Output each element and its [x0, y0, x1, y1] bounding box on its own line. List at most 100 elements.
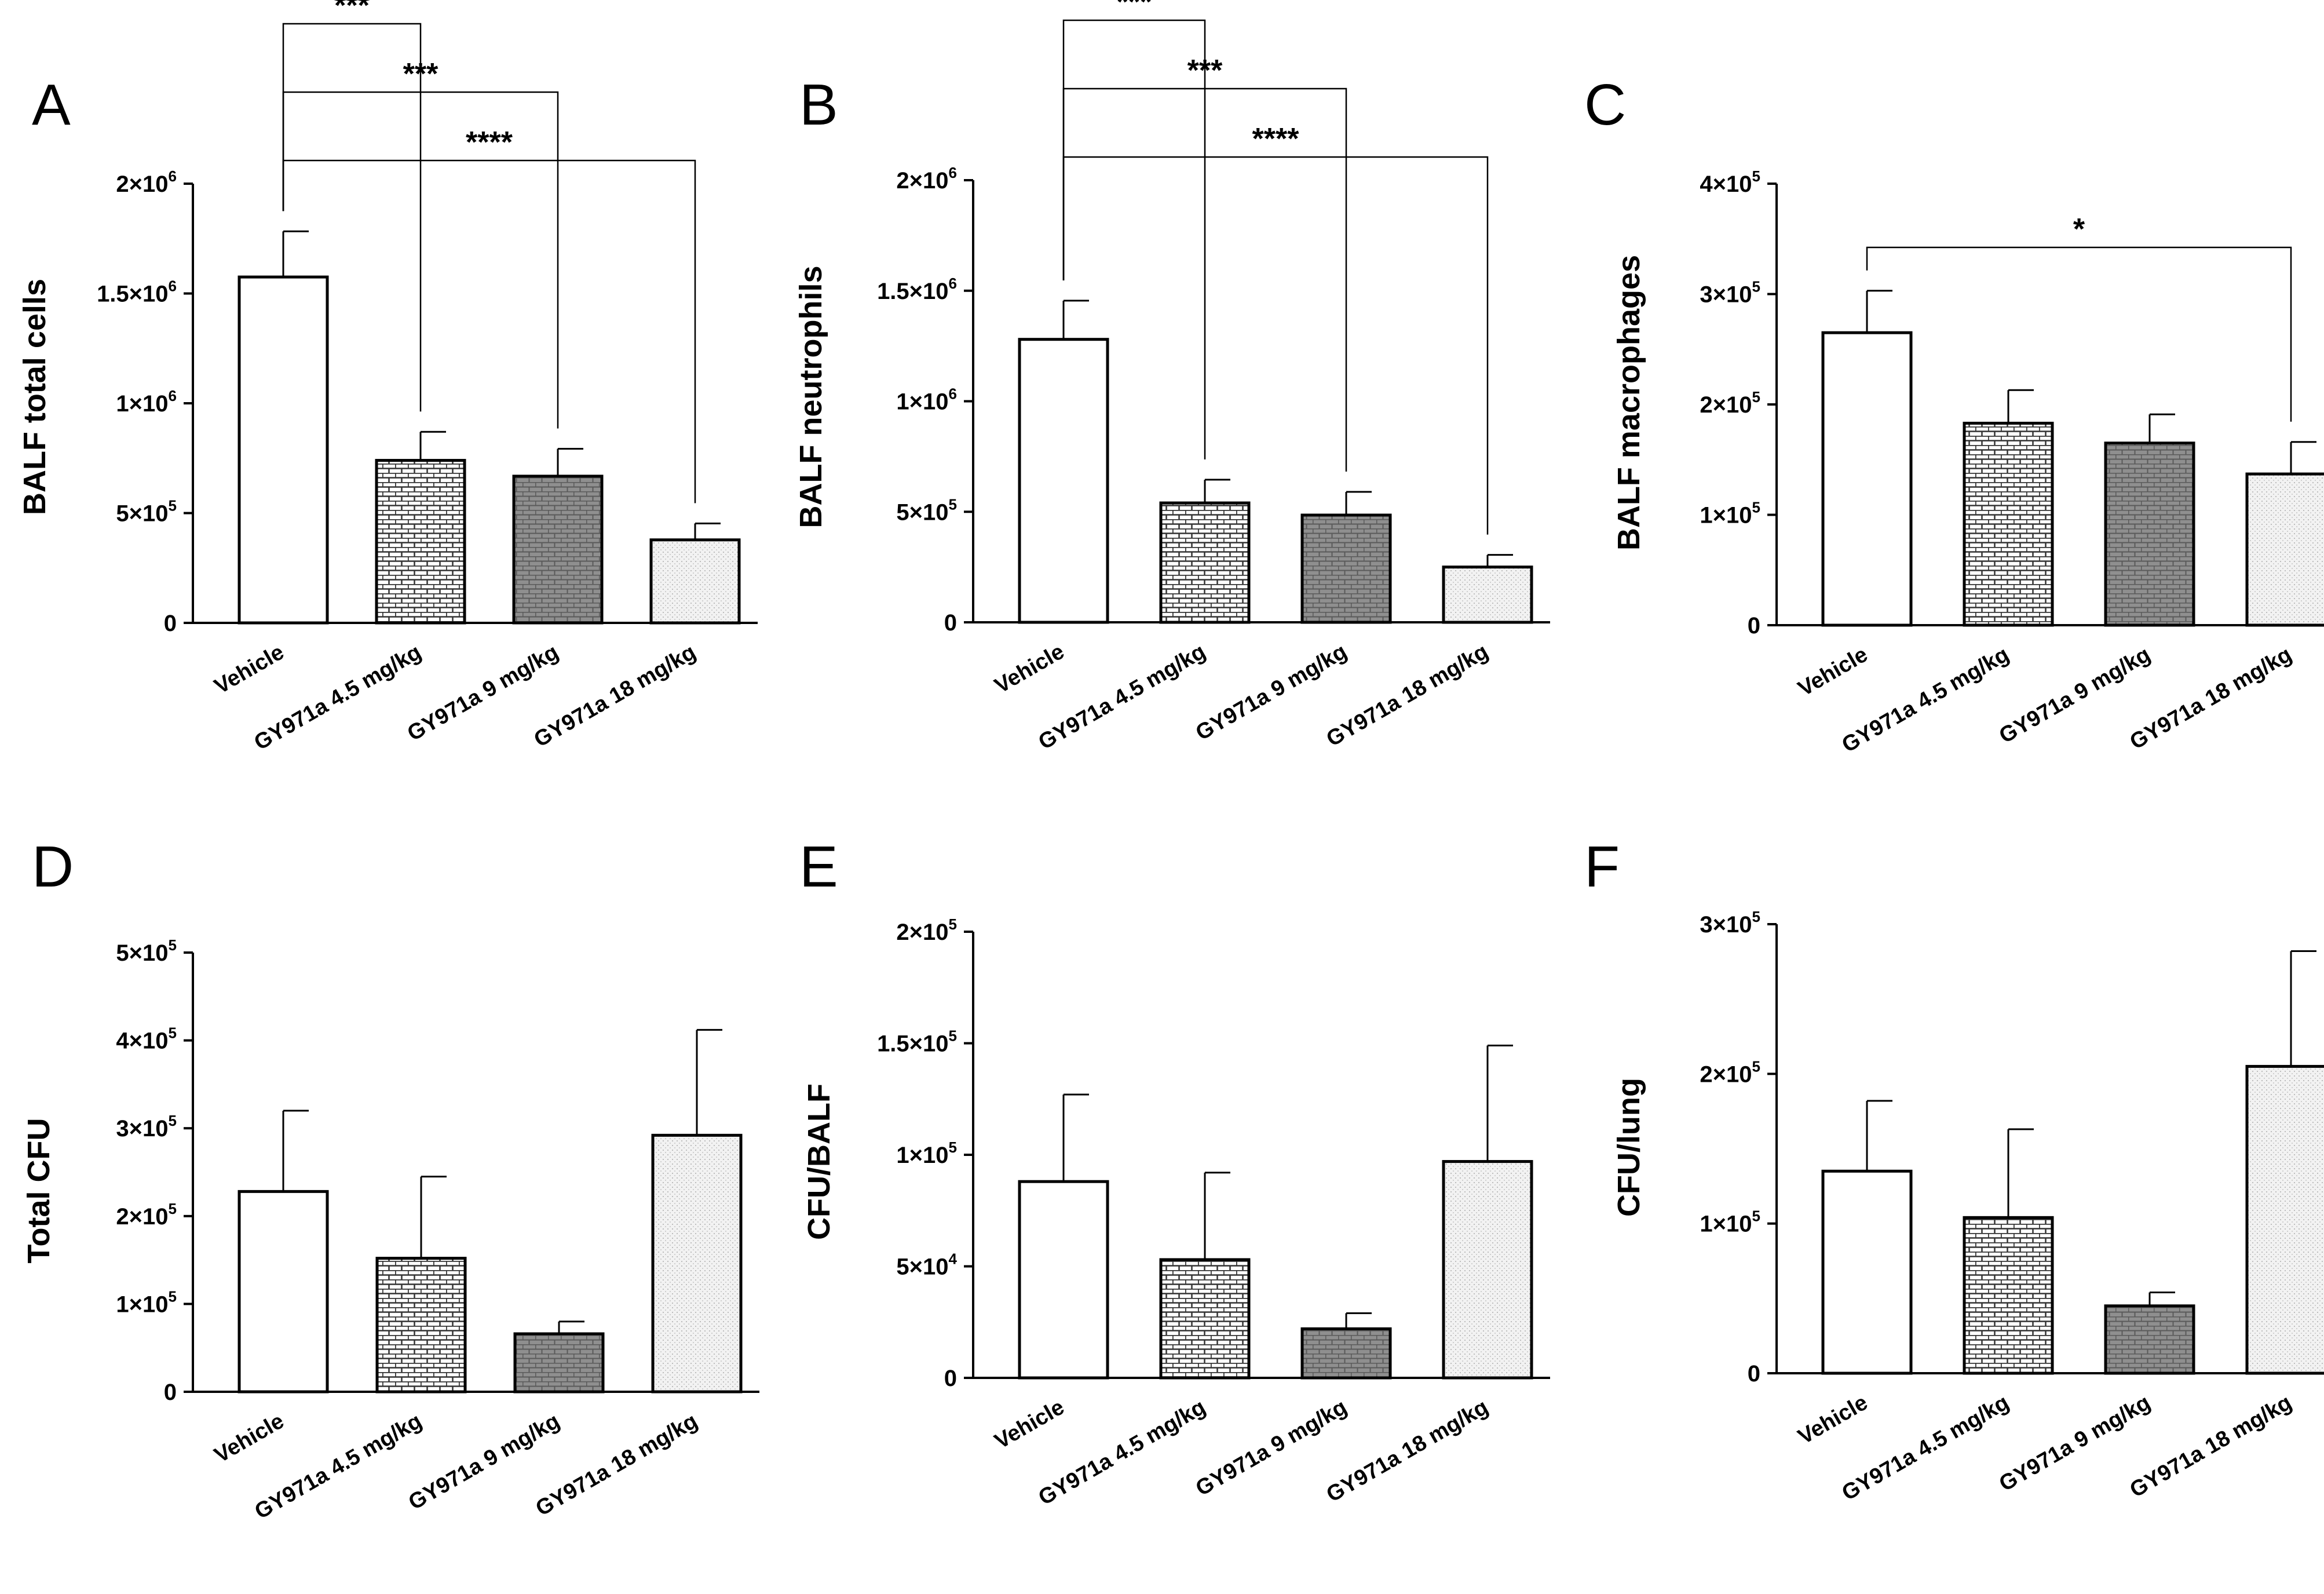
bar-vehicle — [237, 275, 329, 625]
y-tick-exponent: 5 — [949, 495, 957, 513]
y-tick-label: 1×106 — [116, 387, 177, 417]
y-tick-base: 0 — [164, 611, 177, 636]
y-tick-label: 1×105 — [116, 1287, 177, 1317]
panel-letter-b: B — [799, 72, 838, 137]
panel-c: C BALF macrophages 01×1052×1053×1054×105… — [1584, 72, 2324, 757]
significance-label: *** — [1187, 54, 1223, 87]
y-tick-base: 4×10 — [116, 1028, 168, 1054]
y-tick-label: 5×105 — [116, 497, 177, 527]
y-tick-exponent: 6 — [169, 167, 177, 185]
bar-gy971a-4-5 — [1159, 1258, 1251, 1380]
y-tick-label: 3×105 — [1700, 278, 1760, 308]
y-tick-exponent: 5 — [169, 936, 177, 954]
bar-vehicle — [1018, 338, 1109, 624]
y-tick-label: 0 — [944, 610, 957, 636]
bar-gy971a-9 — [1300, 513, 1392, 624]
y-tick-label: 1.5×106 — [877, 275, 957, 304]
y-tick-base: 1.5×10 — [877, 1031, 948, 1057]
y-tick-label: 3×105 — [116, 1112, 177, 1141]
bar-gy971a-4-5 — [375, 1257, 467, 1394]
panel-letter-a: A — [32, 72, 71, 137]
y-tick-exponent: 5 — [1752, 278, 1760, 296]
y-tick-label: 0 — [164, 1380, 177, 1405]
y-tick-base: 2×10 — [896, 168, 948, 194]
x-tick-label: Vehicle — [991, 1395, 1068, 1454]
y-tick-exponent: 5 — [949, 1027, 957, 1045]
y-axis-label: BALF macrophages — [1612, 255, 1646, 550]
y-tick-base: 2×10 — [116, 1204, 168, 1230]
significance-label: * — [2073, 213, 2085, 246]
y-tick-base: 3×10 — [116, 1116, 168, 1141]
bar-gy971a-4-5 — [1963, 421, 2054, 627]
y-tick-exponent: 5 — [169, 1024, 177, 1042]
significance-bracket — [282, 159, 696, 504]
y-tick-base: 1×10 — [896, 389, 948, 415]
bar-gy971a-4-5 — [1963, 1216, 2054, 1375]
y-tick-label: 1×105 — [1700, 499, 1760, 528]
y-tick-label: 5×104 — [896, 1250, 957, 1280]
y-tick-label: 0 — [164, 611, 177, 636]
y-tick-base: 2×10 — [116, 172, 168, 197]
y-tick-label: 0 — [1748, 1361, 1760, 1387]
significance-label: **** — [1252, 122, 1300, 156]
y-tick-exponent: 5 — [1752, 1057, 1760, 1075]
y-tick-base: 0 — [1748, 613, 1760, 639]
panel-b: B BALF neutrophils 05×1051×1061.5×1062×1… — [794, 0, 1550, 754]
y-tick-base: 5×10 — [896, 1254, 948, 1280]
significance-label: **** — [466, 126, 513, 159]
bar-gy971a-9 — [512, 475, 604, 625]
y-tick-exponent: 6 — [949, 275, 957, 292]
y-tick-label: 1.5×105 — [877, 1027, 957, 1057]
significance-label: *** — [334, 0, 370, 23]
y-tick-base: 0 — [164, 1380, 177, 1405]
x-tick-label: Vehicle — [991, 639, 1068, 698]
significance-bracket — [1866, 246, 2292, 422]
y-tick-label: 4×105 — [116, 1024, 177, 1054]
y-tick-base: 1×10 — [116, 391, 168, 417]
y-axis-label: CFU/lung — [1612, 1078, 1646, 1217]
y-tick-exponent: 5 — [1752, 908, 1760, 925]
y-tick-label: 3×105 — [1700, 908, 1760, 938]
y-axis-label: BALF neutrophils — [794, 266, 828, 528]
y-tick-label: 2×105 — [1700, 1057, 1760, 1087]
significance-bracket — [1062, 156, 1489, 535]
y-tick-label: 1×105 — [1700, 1208, 1760, 1237]
panel-e: E CFU/BALF 05×1041×1051.5×1052×105Vehicl… — [799, 834, 1550, 1510]
y-tick-base: 0 — [944, 610, 957, 636]
bar-vehicle — [1018, 1180, 1109, 1380]
bar-gy971a-18 — [2245, 472, 2324, 627]
y-tick-base: 4×10 — [1700, 172, 1752, 197]
y-tick-base: 1×10 — [1700, 503, 1752, 528]
y-tick-base: 2×10 — [1700, 392, 1752, 418]
y-tick-label: 2×105 — [896, 915, 957, 945]
y-tick-label: 2×106 — [116, 167, 177, 197]
y-tick-label: 1.5×106 — [97, 278, 177, 307]
bar-gy971a-9 — [2104, 442, 2195, 627]
significance-bracket — [282, 91, 559, 429]
y-tick-base: 5×10 — [116, 501, 168, 527]
bar-gy971a-4-5 — [375, 459, 466, 625]
panel-letter-e: E — [799, 834, 838, 899]
y-axis-label: Total CFU — [21, 1118, 56, 1264]
x-tick-label: Vehicle — [210, 1409, 288, 1468]
y-axis-label: CFU/BALF — [802, 1084, 836, 1240]
bar-gy971a-18 — [1442, 566, 1533, 624]
bar-chart-d: 01×1052×1053×1054×1055×105VehicleGY971a … — [116, 936, 759, 1524]
y-tick-label: 1×105 — [896, 1139, 957, 1168]
bar-gy971a-9 — [2104, 1304, 2195, 1375]
x-tick-label: Vehicle — [1794, 1390, 1872, 1449]
y-tick-label: 2×105 — [1700, 388, 1760, 418]
bar-vehicle — [237, 1190, 329, 1394]
panel-letter-f: F — [1584, 834, 1620, 899]
y-tick-label: 1×106 — [896, 385, 957, 415]
bar-gy971a-18 — [2245, 1064, 2324, 1375]
bar-vehicle — [1821, 331, 1913, 627]
y-tick-base: 5×10 — [896, 499, 948, 525]
y-tick-base: 1.5×10 — [877, 279, 948, 304]
y-tick-base: 1×10 — [1700, 1212, 1752, 1237]
y-tick-base: 1.5×10 — [97, 282, 168, 307]
